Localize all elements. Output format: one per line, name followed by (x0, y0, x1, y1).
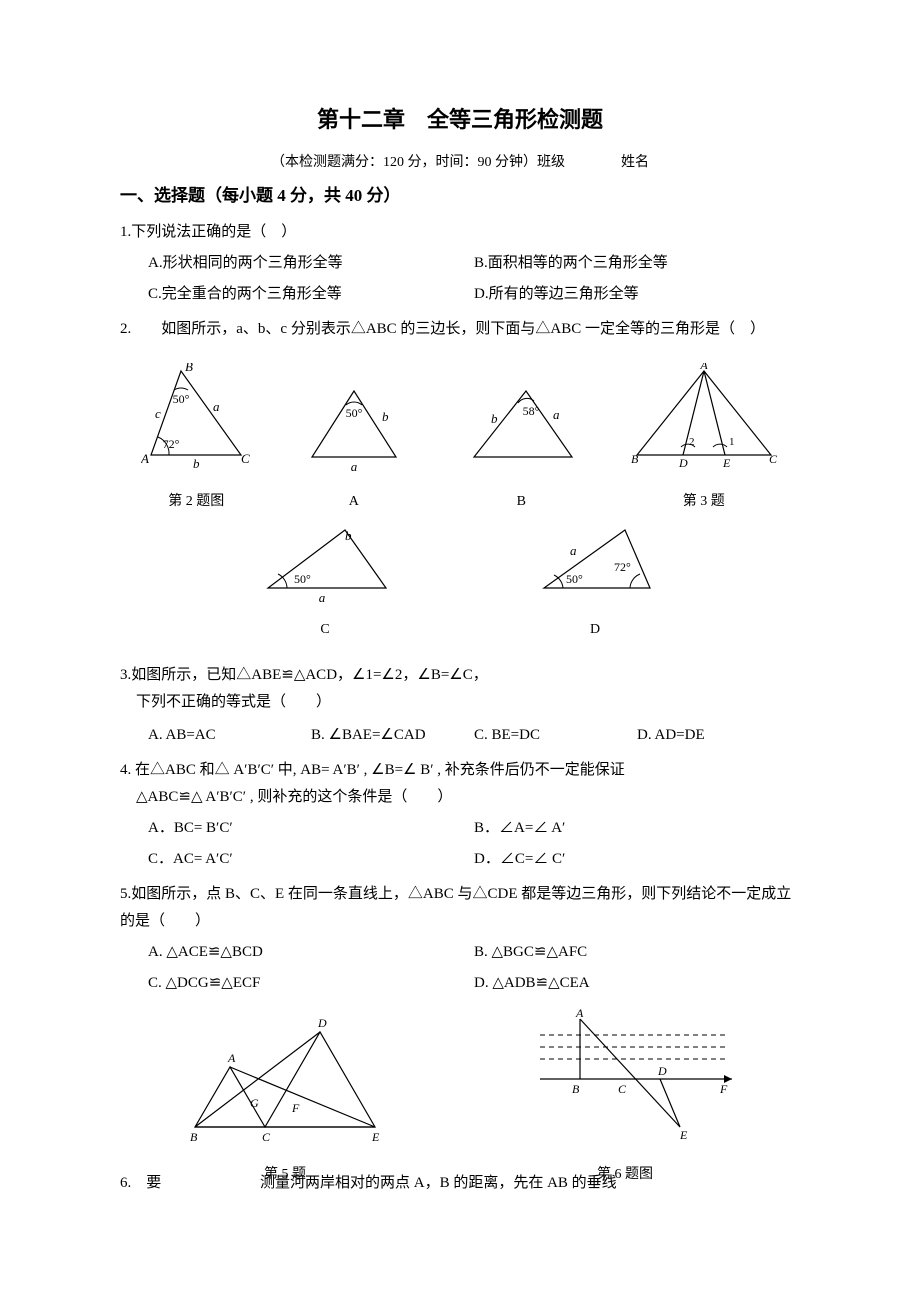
q5-figure: A B C D E F G 第 5 题 (180, 1007, 390, 1187)
question-2: 2. 如图所示，a、b、c 分别表示△ABC 的三边长，则下面与△ABC 一定全… (120, 316, 800, 343)
svg-text:F: F (719, 1082, 728, 1096)
svg-text:B: B (572, 1082, 580, 1096)
q5-option-a: A. △ACE≌△BCD (148, 939, 474, 966)
q4-stem: 4. 在△ABC 和△ A′B′C′ 中, AB= A′B′ , ∠B=∠ B′… (120, 757, 800, 784)
svg-text:b: b (491, 411, 498, 426)
q3-option-d: D. AD=DE (637, 722, 800, 749)
q1-stem: 1.下列说法正确的是（ ） (120, 219, 800, 246)
q4-option-d: D．∠C=∠ C′ (474, 846, 800, 873)
svg-text:C: C (262, 1130, 271, 1144)
q2-figure-a: 50° b a A (294, 383, 414, 513)
q5-option-b: B. △BGC≌△AFC (474, 939, 800, 966)
svg-text:G: G (250, 1096, 259, 1110)
svg-text:C: C (618, 1082, 627, 1096)
q2-label-c: C (250, 617, 400, 642)
svg-text:D: D (678, 456, 688, 470)
svg-text:C: C (241, 451, 250, 466)
svg-text:a: a (570, 543, 577, 558)
q3-line2: 下列不正确的等式是（ ） (136, 689, 800, 716)
section-1-header: 一、选择题（每小题 4 分，共 40 分） (120, 181, 800, 212)
q3-stem: 3.如图所示，已知△ABE≌△ACD，∠1=∠2，∠B=∠C， (120, 662, 800, 689)
question-1: 1.下列说法正确的是（ ） A.形状相同的两个三角形全等 B.面积相等的两个三角… (120, 219, 800, 308)
q2-label-a: A (294, 489, 414, 514)
q4-option-c: C．AC= A′C′ (148, 846, 474, 873)
svg-text:b: b (382, 409, 389, 424)
q2-figure-b: 58° a b B (456, 383, 586, 513)
q1-option-d: D.所有的等边三角形全等 (474, 281, 800, 308)
svg-text:50°: 50° (294, 572, 311, 586)
triangle-q3-icon: A B C D E 1 2 (629, 363, 779, 473)
svg-text:b: b (345, 528, 352, 543)
q1-option-c: C.完全重合的两个三角形全等 (148, 281, 474, 308)
q2-figures-row-1: 50° 72° B A C c a b 第 2 题图 50° b a A 58°… (120, 363, 800, 513)
svg-text:a: a (351, 459, 358, 473)
svg-text:B: B (185, 363, 193, 374)
svg-text:a: a (213, 399, 220, 414)
svg-text:E: E (371, 1130, 380, 1144)
q6-figure: A B C D E F 第 6 题图 (510, 1007, 740, 1187)
q3-option-a: A. AB=AC (148, 722, 311, 749)
q5-stem: 5.如图所示，点 B、C、E 在同一条直线上，△ABC 与△CDE 都是等边三角… (120, 881, 800, 935)
q4-option-a: A．BC= B′C′ (148, 815, 474, 842)
q4-option-b: B．∠A=∠ A′ (474, 815, 800, 842)
svg-text:72°: 72° (163, 437, 180, 451)
q2-figure-d: 72° 50° a D (530, 522, 660, 642)
triangle-b-icon: 58° a b (456, 383, 586, 473)
question-6: 6. 要 测量河两岸相对的两点 A，B 的距离，先在 AB 的垂线 (120, 1170, 800, 1197)
triangle-main-icon: 50° 72° B A C c a b (141, 363, 251, 473)
page-subtitle: （本检测题满分：120 分，时间：90 分钟）班级 姓名 (120, 150, 800, 175)
q2-label-d: D (530, 617, 660, 642)
svg-text:50°: 50° (173, 392, 190, 406)
question-3: 3.如图所示，已知△ABE≌△ACD，∠1=∠2，∠B=∠C， 下列不正确的等式… (120, 662, 800, 749)
svg-text:B: B (631, 452, 639, 466)
triangle-c-icon: 50° b a (250, 522, 400, 602)
question-4: 4. 在△ABC 和△ A′B′C′ 中, AB= A′B′ , ∠B=∠ B′… (120, 757, 800, 873)
svg-text:E: E (679, 1128, 688, 1142)
q2-label-b: B (456, 489, 586, 514)
q3-option-b: B. ∠BAE=∠CAD (311, 722, 474, 749)
svg-text:b: b (193, 456, 200, 471)
q1-option-b: B.面积相等的两个三角形全等 (474, 250, 800, 277)
q5-option-c: C. △DCG≌△ECF (148, 970, 474, 997)
q3-option-c: C. BE=DC (474, 722, 637, 749)
triangle-a-icon: 50° b a (294, 383, 414, 473)
page-title: 第十二章 全等三角形检测题 (120, 100, 800, 140)
svg-text:E: E (722, 456, 731, 470)
q2-stem: 2. 如图所示，a、b、c 分别表示△ABC 的三边长，则下面与△ABC 一定全… (120, 316, 800, 343)
q2-figure-main: 50° 72° B A C c a b 第 2 题图 (141, 363, 251, 513)
svg-text:c: c (155, 406, 161, 421)
svg-text:F: F (291, 1101, 300, 1115)
q6-diagram-icon: A B C D E F (510, 1007, 740, 1147)
q3-figure: A B C D E 1 2 第 3 题 (629, 363, 779, 513)
q3-figure-label: 第 3 题 (629, 489, 779, 514)
svg-text:A: A (141, 451, 149, 466)
q4-line2: △ABC≌△ A′B′C′ , 则补充的这个条件是（ ） (136, 784, 800, 811)
svg-text:58°: 58° (523, 404, 540, 418)
q2-figure-c: 50° b a C (250, 522, 400, 642)
svg-text:50°: 50° (566, 572, 583, 586)
svg-text:A: A (575, 1007, 584, 1020)
svg-text:D: D (657, 1064, 667, 1078)
q5-q6-figures-row: A B C D E F G 第 5 题 A B C D (120, 1007, 800, 1187)
q1-option-a: A.形状相同的两个三角形全等 (148, 250, 474, 277)
triangle-d-icon: 72° 50° a (530, 522, 660, 602)
q5-option-d: D. △ADB≌△CEA (474, 970, 800, 997)
svg-text:D: D (317, 1016, 327, 1030)
svg-text:2: 2 (689, 436, 695, 448)
q6-right: 测量河两岸相对的两点 A，B 的距离，先在 AB 的垂线 (260, 1170, 800, 1197)
svg-text:72°: 72° (614, 560, 631, 574)
q2-main-label: 第 2 题图 (141, 489, 251, 514)
q2-figures-row-2: 50° b a C 72° 50° a D (120, 522, 800, 642)
question-5: 5.如图所示，点 B、C、E 在同一条直线上，△ABC 与△CDE 都是等边三角… (120, 881, 800, 997)
svg-text:B: B (190, 1130, 198, 1144)
q5-diagram-icon: A B C D E F G (180, 1007, 390, 1147)
svg-text:50°: 50° (345, 406, 362, 420)
svg-text:a: a (553, 407, 560, 422)
svg-text:a: a (319, 590, 326, 602)
svg-text:A: A (227, 1051, 236, 1065)
q6-left: 6. 要 (120, 1170, 260, 1197)
svg-text:1: 1 (729, 436, 735, 448)
svg-text:C: C (769, 452, 778, 466)
svg-text:A: A (699, 363, 708, 372)
